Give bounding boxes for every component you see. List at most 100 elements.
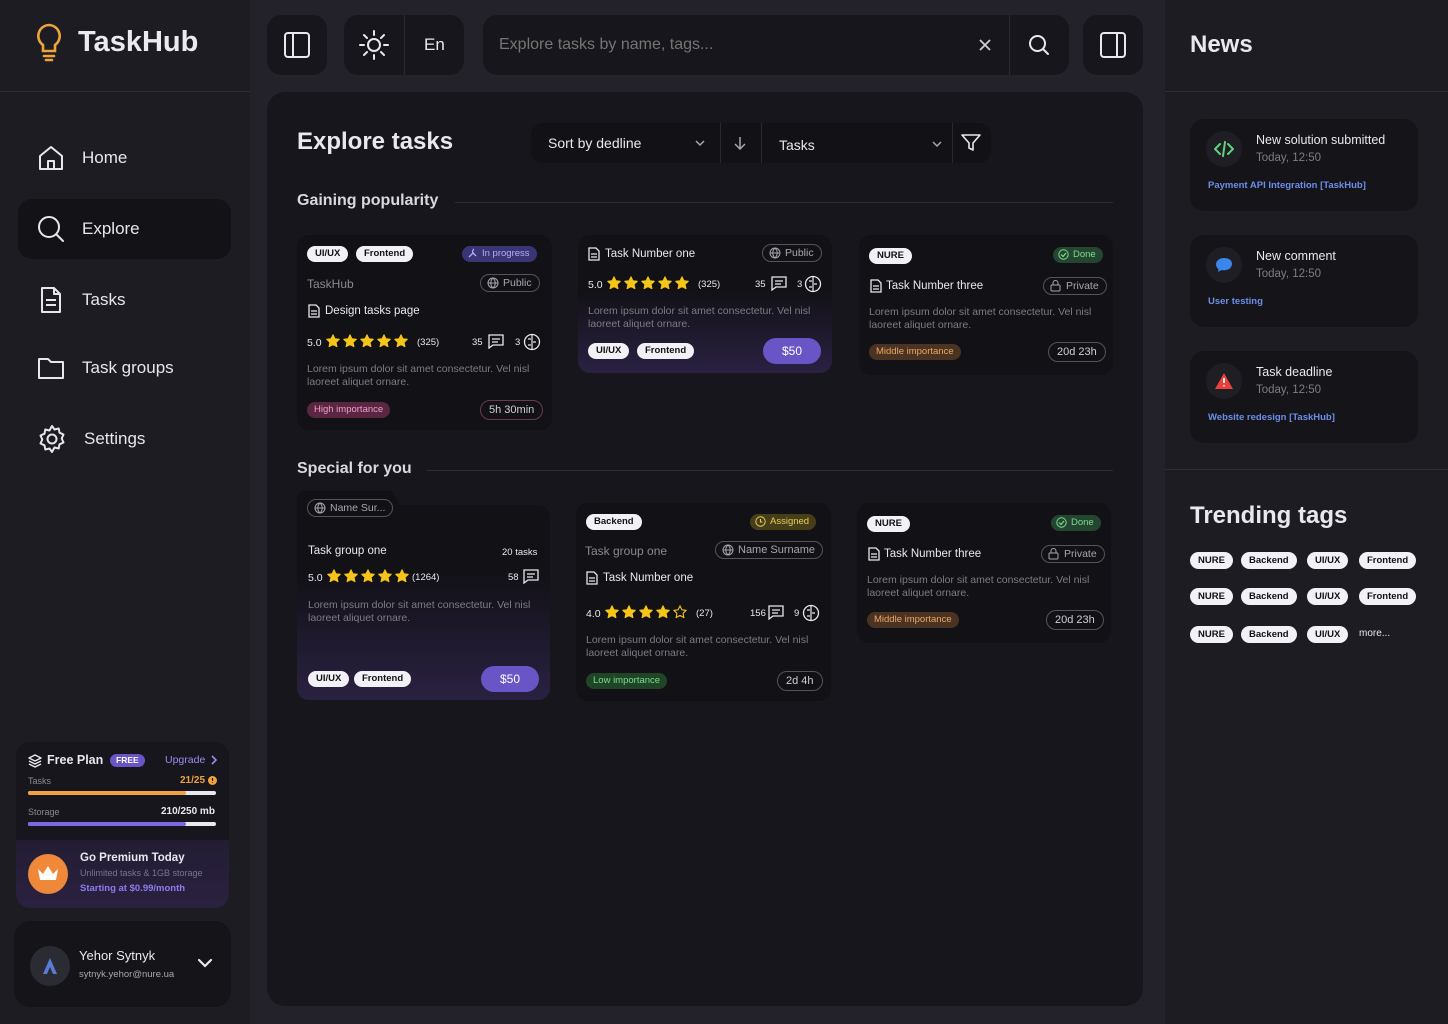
search-button-icon[interactable] [1028, 34, 1050, 56]
section-divider [455, 202, 1113, 203]
clear-icon[interactable] [979, 39, 991, 51]
trending-tag[interactable]: UI/UX [1307, 552, 1349, 569]
theme-toggle-button[interactable] [344, 15, 404, 75]
trending-tag[interactable]: Backend [1241, 552, 1297, 569]
nav-explore-label: Explore [82, 219, 140, 238]
review-count: (325) [417, 337, 440, 348]
document-icon [868, 547, 880, 561]
toggle-left-sidebar-button[interactable] [267, 15, 327, 75]
task-title: Task Number three [886, 280, 984, 292]
news-item-link[interactable]: User testing [1208, 296, 1263, 307]
visibility-badge: Private [1043, 277, 1107, 295]
trending-tag[interactable]: NURE [1190, 588, 1233, 605]
globe-icon [722, 544, 734, 556]
section-special-for-you: Special for you [297, 460, 412, 477]
comment-count: 35 [755, 279, 766, 290]
star-filled-icon [343, 334, 357, 348]
tag-pill[interactable]: Backend [586, 514, 642, 530]
comment-icon [768, 605, 784, 620]
task-card[interactable]: Task Number one Public 5.0 (325) 35 3 Lo… [578, 235, 832, 373]
tag-pill[interactable]: UI/UX [307, 246, 349, 262]
globe-icon [314, 502, 326, 514]
status-label: Assigned [770, 516, 810, 527]
news-title: News [1190, 31, 1253, 58]
nav-home[interactable]: Home [18, 128, 231, 188]
tag-pill[interactable]: Frontend [637, 343, 695, 359]
globe-icon [487, 277, 499, 289]
comment-icon [1216, 258, 1232, 272]
trending-tag[interactable]: Frontend [1359, 552, 1417, 569]
importance-badge: High importance [307, 402, 391, 418]
news-icon-wrap [1206, 131, 1242, 167]
nav-settings[interactable]: Settings [18, 409, 231, 469]
clock-icon [755, 516, 766, 527]
trending-tag[interactable]: Frontend [1359, 588, 1417, 605]
tag-pill[interactable]: Frontend [356, 246, 414, 262]
filter-bar: Sort by dedline Tasks [531, 123, 991, 163]
tag-pill[interactable]: NURE [867, 516, 910, 532]
lightbulb-icon [37, 23, 61, 62]
rating-value: 5.0 [308, 572, 323, 584]
upgrade-link[interactable]: Upgrade [165, 754, 206, 766]
task-group-card[interactable]: Name Sur... Task group one 20 tasks 5.0 … [297, 491, 550, 700]
trending-tag[interactable]: Backend [1241, 626, 1297, 643]
filter-icon[interactable] [961, 134, 981, 152]
trending-tag[interactable]: NURE [1190, 626, 1233, 643]
news-item[interactable]: New comment Today, 12:50 User testing [1190, 235, 1418, 327]
time-badge: 2d 4h [777, 671, 823, 691]
solution-count: 3 [515, 337, 521, 348]
star-rating [326, 334, 408, 348]
brain-icon [804, 275, 822, 293]
task-card[interactable]: UI/UX Frontend In progress TaskHub Publi… [297, 235, 552, 430]
task-card[interactable]: Backend Assigned Task group one Name Sur… [576, 503, 831, 701]
trending-tag[interactable]: Backend [1241, 588, 1297, 605]
tag-pill[interactable]: Frontend [354, 671, 412, 687]
user-email: sytnyk.yehor@nure.ua [79, 969, 175, 980]
task-card[interactable]: NURE Done Task Number three Private Lore… [857, 503, 1111, 643]
news-item-time: Today, 12:50 [1256, 152, 1322, 164]
review-count: (1264) [412, 572, 440, 583]
tag-pill[interactable]: UI/UX [588, 343, 630, 359]
sort-select[interactable]: Sort by dedline [531, 123, 720, 163]
nav-task-groups[interactable]: Task groups [18, 338, 231, 398]
nav-explore[interactable]: Explore [18, 199, 231, 259]
language-button[interactable]: En [424, 35, 445, 54]
tasks-usage-label: Tasks [28, 776, 52, 786]
nav-tasks[interactable]: Tasks [18, 270, 231, 330]
status-label: Done [1071, 517, 1094, 528]
time-badge: 20d 23h [1048, 342, 1106, 362]
trending-tag[interactable]: UI/UX [1307, 626, 1349, 643]
premium-title: Go Premium Today [80, 852, 185, 864]
task-title: Task Number one [605, 248, 696, 260]
search-input[interactable] [499, 33, 959, 57]
check-circle-icon [1056, 517, 1067, 528]
logo[interactable]: TaskHub [34, 22, 198, 62]
premium-promo[interactable]: Go Premium Today Unlimited tasks & 1GB s… [16, 840, 229, 908]
trending-tag[interactable]: NURE [1190, 552, 1233, 569]
news-item-link[interactable]: Website redesign [TaskHub] [1208, 412, 1335, 423]
task-card[interactable]: NURE Done Task Number three Private Lore… [859, 235, 1113, 375]
news-icon-wrap [1206, 247, 1242, 283]
news-item-title: Task deadline [1256, 365, 1333, 379]
toggle-right-sidebar-button[interactable] [1083, 15, 1143, 75]
chevron-down-icon[interactable] [197, 958, 213, 968]
news-item[interactable]: New solution submitted Today, 12:50 Paym… [1190, 119, 1418, 211]
solution-count: 3 [797, 279, 803, 290]
task-description: Lorem ipsum dolor sit amet consectetur. … [588, 305, 811, 330]
tag-pill[interactable]: UI/UX [308, 671, 350, 687]
tag-pill[interactable]: NURE [869, 248, 912, 264]
task-description: Lorem ipsum dolor sit amet consectetur. … [586, 634, 809, 659]
comment-count: 35 [472, 337, 483, 348]
price-button[interactable]: $50 [481, 666, 539, 692]
group-description: Lorem ipsum dolor sit amet consectetur. … [308, 599, 531, 624]
user-profile[interactable]: Yehor Sytnyk sytnyk.yehor@nure.ua [14, 921, 231, 1007]
news-item-link[interactable]: Payment API Integration [TaskHub] [1208, 180, 1366, 191]
tasks-progress-bar [28, 791, 216, 795]
sort-direction-icon[interactable] [734, 136, 746, 150]
type-select[interactable]: Tasks [762, 123, 952, 163]
more-tags-link[interactable]: more... [1359, 628, 1391, 639]
search-bar [483, 15, 1069, 75]
price-button[interactable]: $50 [763, 338, 821, 364]
news-item[interactable]: Task deadline Today, 12:50 Website redes… [1190, 351, 1418, 443]
trending-tag[interactable]: UI/UX [1307, 588, 1349, 605]
